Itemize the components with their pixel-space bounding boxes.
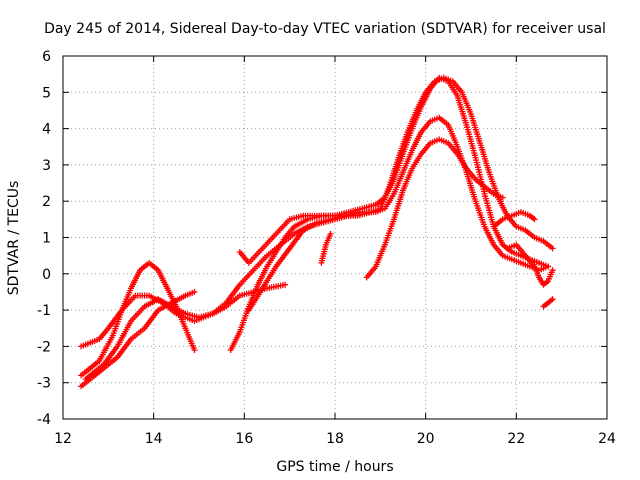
data-point	[545, 263, 552, 270]
x-tick-label: 12	[54, 431, 72, 447]
y-tick-label: 2	[42, 194, 51, 210]
series-track-3	[78, 288, 198, 390]
series-track-7	[236, 209, 375, 266]
series-track-5	[227, 74, 552, 353]
y-tick-label: 0	[42, 267, 51, 283]
x-tick-label: 16	[235, 431, 253, 447]
data-point	[549, 267, 556, 274]
data-point	[499, 194, 506, 201]
chart-title: Day 245 of 2014, Sidereal Day-to-day VTE…	[44, 21, 606, 37]
data-points	[78, 74, 556, 390]
data-point	[191, 347, 198, 353]
y-tick-label: -4	[37, 412, 51, 428]
y-tick-label: 4	[42, 122, 51, 138]
y-tick-label: 1	[42, 231, 51, 247]
y-axis-label: SDTVAR / TECUs	[6, 181, 22, 296]
x-tick-label: 20	[417, 431, 435, 447]
series-track-6	[245, 74, 556, 314]
series-track-8	[318, 230, 334, 266]
series-track-11	[504, 241, 556, 288]
y-tick-label: 3	[42, 158, 51, 174]
data-point	[549, 296, 556, 303]
y-tick-label: -3	[37, 376, 51, 392]
y-tick-label: -2	[37, 339, 51, 355]
y-axis-ticks: -4 -3 -2 -1 0 1 2 3 4 5 6	[37, 49, 607, 428]
x-tick-label: 24	[598, 431, 616, 447]
gridlines	[63, 56, 607, 419]
data-point	[531, 216, 538, 223]
y-tick-label: 5	[42, 85, 51, 101]
series-track-2	[78, 259, 198, 379]
series-track-12	[540, 296, 556, 310]
x-axis-label: GPS time / hours	[276, 459, 393, 475]
data-point	[191, 288, 198, 295]
series-track-9	[363, 136, 506, 281]
series-track-4	[82, 114, 552, 383]
x-tick-label: 14	[145, 431, 163, 447]
y-tick-label: 6	[42, 49, 51, 65]
data-point	[368, 209, 375, 216]
series-track-10	[490, 209, 538, 230]
x-tick-label: 18	[326, 431, 344, 447]
data-point	[282, 281, 289, 288]
data-point	[327, 230, 334, 237]
x-axis-ticks: 12 14 16 18 20 22 24	[54, 56, 616, 447]
data-point	[549, 245, 556, 252]
y-tick-label: -1	[37, 303, 51, 319]
x-tick-label: 22	[507, 431, 525, 447]
